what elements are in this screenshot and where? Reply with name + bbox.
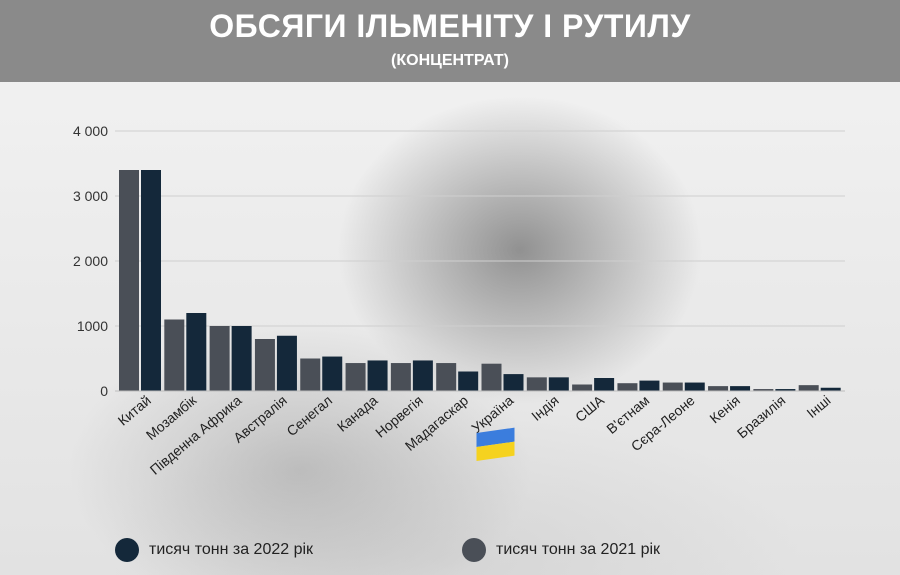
ukraine-flag-icon [476, 427, 515, 461]
bar-2022 [276, 335, 297, 391]
x-tick-label: США [572, 392, 608, 425]
x-tick-label: Індія [528, 392, 562, 424]
chart-title: ОБСЯГИ ІЛЬМЕНІТУ І РУТИЛУ [209, 8, 691, 44]
legend-item-2022: тисяч тонн за 2022 рік [115, 537, 313, 563]
bar-2021 [526, 377, 547, 391]
y-tick-label: 1000 [77, 318, 108, 334]
flag-blue-stripe [476, 427, 515, 447]
bar-2021 [798, 385, 819, 391]
bar-2022 [548, 377, 569, 391]
y-tick-label: 4 000 [73, 123, 108, 139]
legend-label-2021: тисяч тонн за 2021 рік [496, 541, 661, 558]
y-tick-label: 0 [100, 383, 108, 399]
bar-2022 [730, 386, 751, 391]
title-banner: ОБСЯГИ ІЛЬМЕНІТУ І РУТИЛУ (КОНЦЕНТРАТ) [0, 0, 900, 82]
legend-label-2022: тисяч тонн за 2022 рік [149, 541, 314, 558]
bar-2022 [594, 378, 615, 391]
x-tick-label: Китай [115, 392, 154, 429]
bar-2022 [231, 326, 252, 391]
legend-swatch-2022 [115, 538, 139, 562]
bar-2021 [436, 363, 457, 391]
x-tick-label: Інші [803, 392, 833, 421]
bar-2021 [753, 389, 774, 391]
bar-2022 [503, 374, 524, 391]
bar-2022 [141, 170, 161, 391]
bar-2022 [820, 387, 841, 391]
bar-2021 [390, 363, 411, 391]
bar-2022 [322, 356, 343, 391]
y-tick-label: 3 000 [73, 188, 108, 204]
bar-2021 [300, 358, 321, 391]
bar-2021 [209, 326, 230, 391]
bar-2021 [345, 363, 366, 391]
bar-2022 [458, 371, 479, 391]
bar-2021 [164, 319, 185, 391]
bar-2021 [481, 363, 502, 391]
x-tick-label: Бразилія [734, 392, 788, 441]
bar-2022 [186, 313, 207, 391]
x-tick-label: Сенегал [283, 392, 335, 439]
bar-2021 [617, 383, 638, 391]
chart-subtitle: (КОНЦЕНТРАТ) [391, 52, 509, 69]
bar-2022 [412, 360, 433, 391]
bar-2022 [367, 360, 388, 391]
bar-2022 [775, 389, 796, 391]
bar-2021 [254, 339, 275, 391]
flag-yellow-stripe [476, 441, 515, 461]
legend-item-2021: тисяч тонн за 2021 рік [462, 537, 660, 563]
bar-2021 [708, 386, 729, 391]
y-tick-label: 2 000 [73, 253, 108, 269]
legend-swatch-2021 [462, 538, 486, 562]
bar-2021 [572, 384, 593, 391]
x-tick-label: Кенія [706, 392, 743, 426]
bar-2021 [119, 170, 139, 391]
bar-2022 [684, 382, 705, 391]
bar-2021 [662, 382, 683, 391]
bar-2022 [639, 380, 660, 391]
